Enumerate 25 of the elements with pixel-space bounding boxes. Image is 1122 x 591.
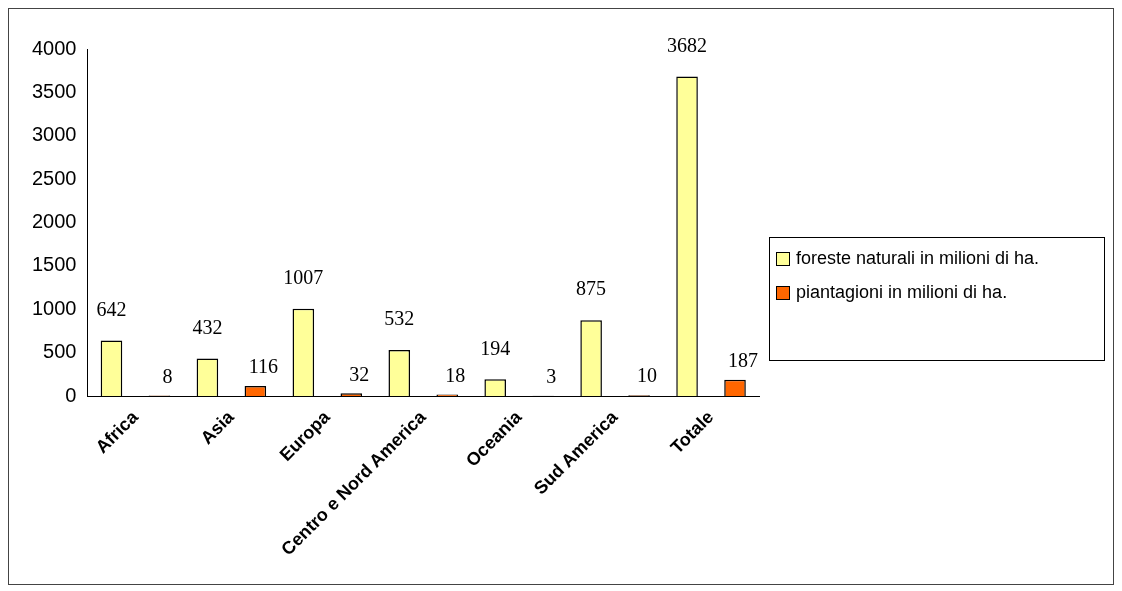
data-label: 3682 bbox=[667, 33, 708, 56]
data-label: 875 bbox=[576, 277, 607, 300]
y-tick-label: 2500 bbox=[31, 166, 77, 189]
y-tick-label: 0 bbox=[65, 383, 77, 406]
legend-label: foreste naturali in milioni di ha. bbox=[796, 247, 1040, 270]
data-label: 3 bbox=[546, 365, 557, 388]
data-label: 18 bbox=[445, 363, 466, 386]
y-tick-label: 500 bbox=[43, 340, 77, 363]
legend-label: piantagioni in milioni di ha. bbox=[796, 281, 1008, 304]
data-label: 187 bbox=[728, 349, 759, 372]
data-label: 532 bbox=[384, 307, 415, 330]
data-label: 8 bbox=[162, 364, 173, 387]
data-label: 194 bbox=[480, 336, 511, 359]
y-tick-label: 4000 bbox=[31, 36, 77, 59]
y-tick-label: 1500 bbox=[31, 253, 77, 276]
y-tick-label: 2000 bbox=[31, 210, 77, 233]
data-label: 10 bbox=[637, 364, 658, 387]
data-label: 1007 bbox=[283, 265, 324, 288]
y-tick-label: 3500 bbox=[31, 79, 77, 102]
data-label: 32 bbox=[349, 362, 370, 385]
data-label: 116 bbox=[248, 355, 278, 378]
y-tick-label: 3000 bbox=[31, 123, 77, 146]
data-label: 432 bbox=[192, 315, 223, 338]
y-tick-label: 1000 bbox=[31, 296, 77, 319]
data-label: 642 bbox=[96, 297, 127, 320]
